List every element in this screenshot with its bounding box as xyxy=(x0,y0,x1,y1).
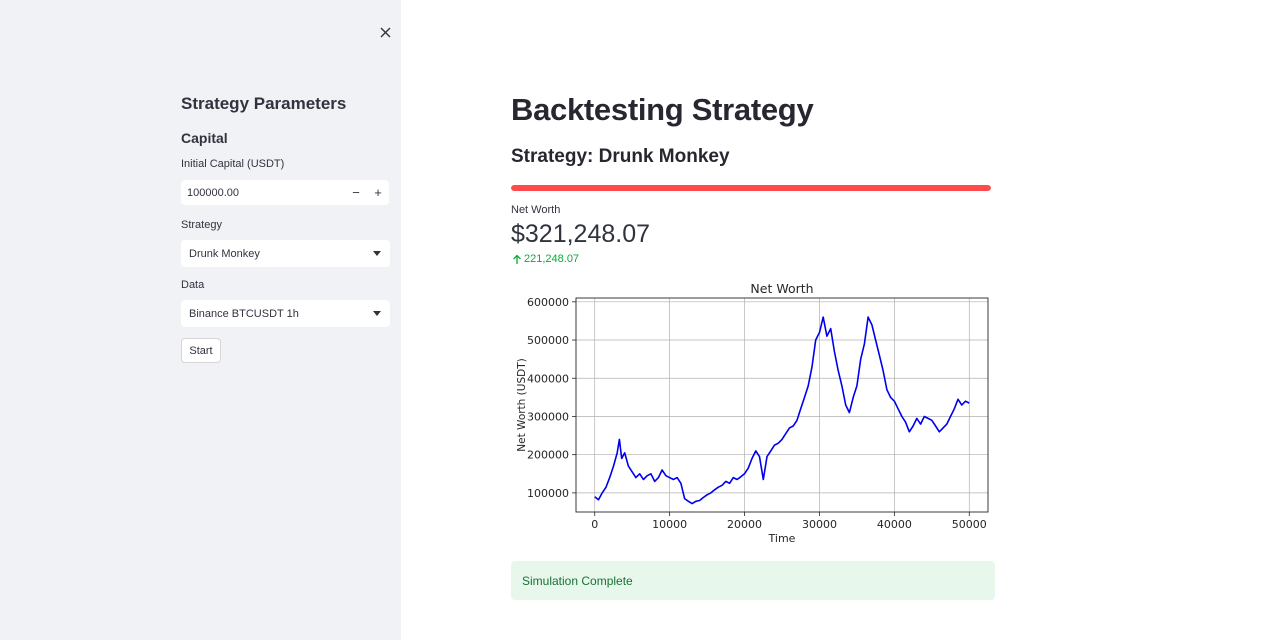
strategy-label: Strategy xyxy=(181,219,222,231)
arrow-up-icon xyxy=(513,254,521,264)
status-message: Simulation Complete xyxy=(522,573,633,588)
chevron-down-icon xyxy=(373,251,381,256)
x-tick-label: 50000 xyxy=(952,518,987,531)
close-sidebar-button[interactable] xyxy=(375,22,395,42)
y-tick-label: 300000 xyxy=(527,410,569,423)
chart-ticks: 0 10000 20000 30000 40000 50000 100000 200000 30… xyxy=(527,296,987,531)
chart-grid xyxy=(576,298,988,512)
metric-label: Net Worth xyxy=(511,204,561,216)
increment-button[interactable]: + xyxy=(374,185,382,200)
y-axis-label: Net Worth (USDT) xyxy=(516,358,528,451)
metric-delta-value: 221,248.07 xyxy=(524,253,580,265)
decrement-button[interactable]: − xyxy=(352,185,360,200)
data-label: Data xyxy=(181,279,205,291)
x-axis-label: Time xyxy=(768,532,796,545)
metric-delta: 221,248.07 xyxy=(512,253,579,265)
x-tick-label: 0 xyxy=(591,518,598,531)
sidebar-title: Strategy Parameters xyxy=(181,94,347,113)
x-tick-label: 40000 xyxy=(877,518,912,531)
strategy-select-value: Drunk Monkey xyxy=(189,247,260,260)
data-select-value: Binance BTCUSDT 1h xyxy=(189,307,299,320)
y-tick-label: 400000 xyxy=(527,372,569,385)
y-tick-label: 500000 xyxy=(527,334,569,347)
close-icon xyxy=(380,27,390,37)
series-line xyxy=(594,316,970,505)
initial-capital-input-group: − + xyxy=(181,180,389,205)
x-tick-label: 30000 xyxy=(802,518,837,531)
y-tick-label: 200000 xyxy=(527,449,569,462)
metric-value: $321,248.07 xyxy=(511,220,651,248)
net-worth-chart: Net Worth 0 10000 20000 30000 40000 50000 1000… xyxy=(516,281,989,545)
sidebar: Strategy Parameters Capital Initial Capi… xyxy=(0,0,401,640)
start-button[interactable]: Start xyxy=(181,338,221,363)
initial-capital-input[interactable] xyxy=(181,180,345,205)
strategy-select[interactable]: Drunk Monkey xyxy=(181,240,390,267)
section-heading-capital: Capital xyxy=(181,130,228,146)
plot-frame xyxy=(575,297,989,513)
y-tick-label: 600000 xyxy=(527,296,569,309)
progress-bar xyxy=(511,185,991,191)
strategy-subtitle: Strategy: Drunk Monkey xyxy=(511,146,730,167)
chart-title: Net Worth xyxy=(750,281,813,296)
data-select[interactable]: Binance BTCUSDT 1h xyxy=(181,300,390,327)
page-title: Backtesting Strategy xyxy=(511,92,814,127)
initial-capital-label: Initial Capital (USDT) xyxy=(181,158,285,170)
y-tick-label: 100000 xyxy=(527,487,569,500)
x-tick-label: 20000 xyxy=(727,518,762,531)
chevron-down-icon xyxy=(373,311,381,316)
x-tick-label: 10000 xyxy=(652,518,687,531)
success-alert: Simulation Complete xyxy=(511,561,995,600)
progress-bar-fill xyxy=(511,185,991,191)
